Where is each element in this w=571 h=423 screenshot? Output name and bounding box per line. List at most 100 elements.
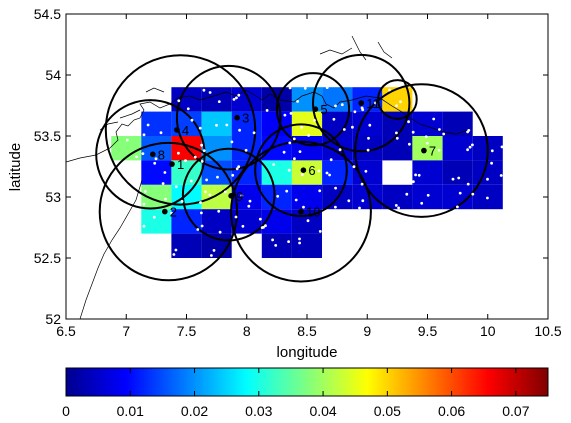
sample-point <box>262 225 265 229</box>
sample-point <box>361 108 365 112</box>
sample-point <box>224 190 227 194</box>
sample-point <box>364 169 368 173</box>
station-marker <box>300 167 307 173</box>
heatmap-cell <box>322 136 353 161</box>
station-marker <box>358 100 365 106</box>
sample-point <box>265 109 269 112</box>
x-axis-label: longitude <box>277 344 338 361</box>
coverage-circle <box>175 64 282 171</box>
sample-point <box>289 112 293 115</box>
sample-point <box>217 100 221 103</box>
station-label: 11 <box>366 96 380 111</box>
heatmap-cell <box>412 184 443 210</box>
coverage-circle <box>181 147 276 242</box>
colorbar-tick-label: 0.07 <box>502 403 529 419</box>
sample-point <box>466 182 470 186</box>
sample-point <box>172 253 176 256</box>
sample-point <box>367 136 370 140</box>
sample-point <box>353 110 357 114</box>
x-tick-label: 9 <box>363 323 371 339</box>
x-tick-label: 7 <box>122 323 130 339</box>
sample-point <box>287 168 291 172</box>
sample-point <box>146 123 150 127</box>
x-tick-label: 6.5 <box>56 323 76 339</box>
sample-point <box>426 141 429 145</box>
station-label: 4 <box>182 123 189 138</box>
sample-point <box>442 132 446 136</box>
sample-point <box>283 113 287 117</box>
sample-point <box>231 173 235 177</box>
sample-point <box>468 145 472 149</box>
heatmap-cell <box>352 111 383 136</box>
sample-point <box>407 120 410 124</box>
sample-point <box>205 178 209 182</box>
sample-point <box>177 151 180 155</box>
sample-point <box>303 86 307 90</box>
colorbar-ticks: 0 0.01 0.02 0.03 0.04 0.05 0.06 0.07 <box>62 368 530 419</box>
sample-point <box>154 157 158 161</box>
sample-point <box>432 117 436 121</box>
sample-point <box>334 186 337 190</box>
sample-point <box>252 131 256 135</box>
sample-point <box>411 130 415 134</box>
sample-point <box>412 180 415 184</box>
sample-point <box>395 136 399 140</box>
station-marker <box>228 193 234 199</box>
sample-point <box>338 148 342 152</box>
sample-point <box>366 148 370 152</box>
sample-point <box>235 167 239 171</box>
sample-point <box>142 202 146 206</box>
x-tick-label: 10 <box>480 323 496 339</box>
sample-point <box>193 155 197 159</box>
sample-point <box>288 141 292 145</box>
sample-point <box>294 198 298 202</box>
sample-point <box>414 173 417 177</box>
x-tick-label: 8.5 <box>297 323 317 339</box>
sample-point <box>258 217 262 221</box>
sample-point <box>208 91 212 94</box>
coverage-circle <box>98 141 239 282</box>
sample-point <box>486 177 489 181</box>
colorbar-gradient <box>65 367 549 397</box>
sample-point <box>247 204 251 208</box>
heatmap-cell <box>442 136 473 161</box>
sample-point <box>318 230 322 233</box>
sample-point <box>248 199 252 203</box>
sample-point <box>457 176 461 180</box>
sample-point <box>200 224 204 228</box>
sample-point <box>397 206 400 210</box>
sample-point <box>272 163 276 166</box>
sample-point <box>334 104 337 108</box>
sample-point <box>394 204 398 207</box>
sample-point <box>237 165 241 169</box>
sample-point <box>177 99 181 103</box>
sample-point <box>420 201 424 205</box>
sample-point <box>287 240 290 244</box>
sample-point <box>388 88 391 92</box>
sample-point <box>235 96 238 100</box>
sample-point <box>216 175 219 179</box>
sample-point <box>215 123 218 127</box>
y-tick-label: 52 <box>45 311 61 327</box>
sample-point <box>458 191 462 195</box>
station-label: 6 <box>308 163 315 178</box>
sample-point <box>208 193 212 197</box>
sample-point <box>159 131 163 135</box>
heatmap-cell <box>412 136 443 161</box>
heatmap-cell <box>291 136 322 161</box>
sample-point <box>174 248 178 252</box>
sample-point <box>358 206 361 210</box>
coverage-circle <box>312 53 411 153</box>
sample-point <box>325 86 329 89</box>
heatmap-cell <box>382 136 413 161</box>
sample-point <box>456 205 459 209</box>
sample-point <box>318 189 322 193</box>
sample-point <box>466 130 469 134</box>
station-marker <box>150 151 156 158</box>
heatmap-cell <box>291 160 322 185</box>
sample-point <box>217 209 221 213</box>
sample-point <box>210 254 213 257</box>
sample-point <box>293 157 296 161</box>
sample-point <box>417 173 421 177</box>
